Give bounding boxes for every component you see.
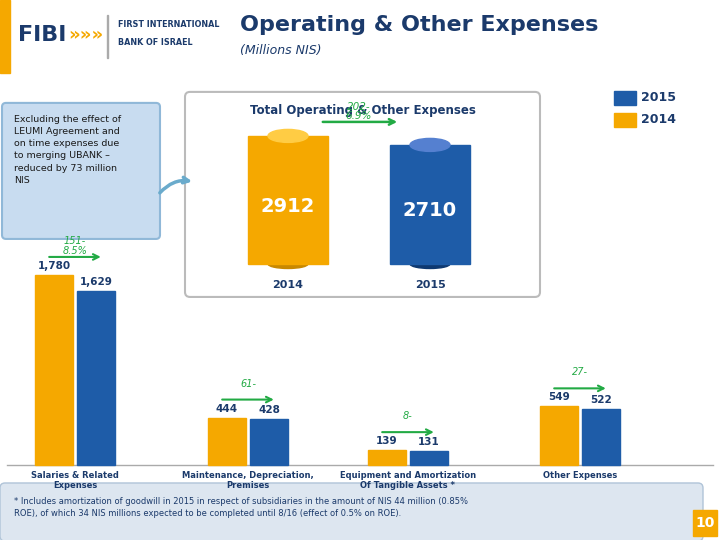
Text: FIRST INTERNATIONAL: FIRST INTERNATIONAL — [118, 21, 220, 30]
Text: Maintenance, Depreciation,
Premises: Maintenance, Depreciation, Premises — [182, 471, 314, 490]
Bar — [248, 136, 328, 264]
Bar — [250, 419, 288, 465]
Text: »»»: »»» — [68, 26, 103, 44]
Text: 8-: 8- — [403, 411, 413, 421]
Text: 549: 549 — [548, 393, 570, 402]
Text: * Includes amortization of goodwill in 2015 in respect of subsidiaries in the am: * Includes amortization of goodwill in 2… — [14, 497, 468, 518]
Bar — [368, 450, 406, 465]
Bar — [540, 407, 578, 465]
Text: Total Operating & Other Expenses: Total Operating & Other Expenses — [250, 104, 475, 117]
Text: Equipment and Amortization
Of Tangible Assets *: Equipment and Amortization Of Tangible A… — [340, 471, 476, 490]
Bar — [0, 0, 10, 73]
Text: 2912: 2912 — [261, 197, 315, 216]
FancyBboxPatch shape — [0, 483, 703, 540]
Bar — [77, 291, 115, 465]
Text: 2014: 2014 — [272, 280, 304, 290]
Bar — [35, 275, 73, 465]
Bar — [390, 145, 470, 264]
Text: 139: 139 — [376, 436, 398, 446]
Text: 27-: 27- — [572, 367, 588, 377]
Text: Operating & Other Expenses: Operating & Other Expenses — [240, 15, 598, 35]
Text: 2015: 2015 — [415, 280, 446, 290]
Bar — [107, 15, 108, 58]
Bar — [208, 417, 246, 465]
Bar — [614, 91, 636, 105]
Text: 2710: 2710 — [403, 201, 457, 220]
Text: 1,780: 1,780 — [37, 261, 71, 271]
Text: 1,629: 1,629 — [80, 277, 112, 287]
Text: FIBI: FIBI — [18, 25, 66, 45]
Text: 202-: 202- — [347, 102, 371, 112]
Text: Salaries & Related
Expenses: Salaries & Related Expenses — [31, 471, 119, 490]
Text: (Millions NIS): (Millions NIS) — [240, 44, 322, 57]
Text: 6.9%: 6.9% — [346, 111, 372, 121]
Text: BANK OF ISRAEL: BANK OF ISRAEL — [118, 38, 193, 48]
Text: 8.5%: 8.5% — [63, 246, 87, 256]
Text: 151-: 151- — [64, 236, 86, 246]
Text: 2015: 2015 — [641, 91, 676, 104]
Text: Other Expenses: Other Expenses — [543, 471, 617, 480]
FancyBboxPatch shape — [2, 103, 160, 239]
Text: 428: 428 — [258, 406, 280, 415]
Text: 61-: 61- — [240, 379, 256, 389]
Ellipse shape — [268, 130, 308, 143]
Bar — [582, 409, 620, 465]
Ellipse shape — [410, 138, 450, 151]
FancyBboxPatch shape — [185, 92, 540, 297]
Ellipse shape — [268, 259, 308, 268]
Bar — [693, 510, 717, 536]
Bar — [410, 451, 448, 465]
Text: 2014: 2014 — [641, 113, 676, 126]
Text: 10: 10 — [696, 516, 715, 530]
Text: Excluding the effect of
LEUMI Agreement and
on time expenses due
to merging UBAN: Excluding the effect of LEUMI Agreement … — [14, 115, 121, 185]
Ellipse shape — [410, 259, 450, 268]
Text: 131: 131 — [418, 437, 440, 447]
Text: 444: 444 — [216, 403, 238, 414]
Bar — [614, 113, 636, 127]
Text: 522: 522 — [590, 395, 612, 405]
